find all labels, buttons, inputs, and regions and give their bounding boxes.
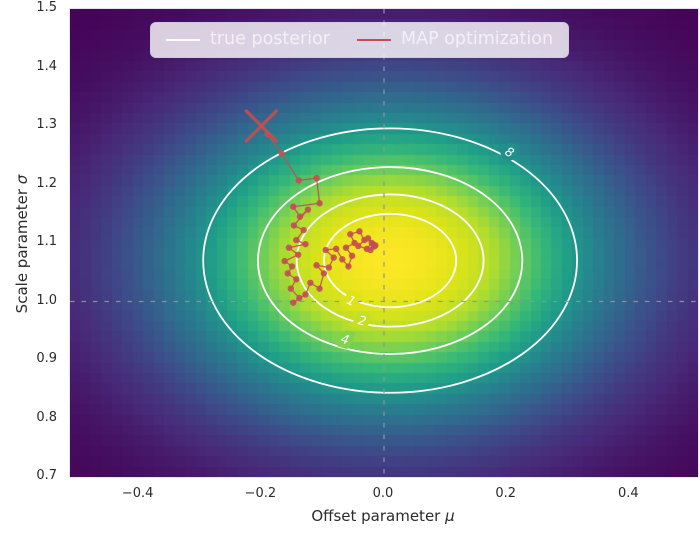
x-tick-label: −0.2 bbox=[244, 486, 277, 501]
map-path-point-25 bbox=[313, 262, 320, 269]
map-path-point-24 bbox=[320, 270, 328, 277]
map-path-line bbox=[260, 125, 376, 304]
map-path-point-17 bbox=[293, 276, 300, 283]
legend-entry-map-optimization: MAP optimization bbox=[357, 29, 554, 49]
y-tick-label: 1.3 bbox=[36, 117, 57, 132]
x-tick-label: 0.0 bbox=[372, 486, 394, 501]
map-path-point-21 bbox=[302, 291, 309, 298]
y-tick-label: 1.4 bbox=[36, 58, 57, 74]
map-path-point-10 bbox=[293, 236, 300, 244]
sigma-symbol: σ bbox=[13, 174, 31, 185]
map-path-point-3 bbox=[313, 174, 320, 182]
y-tick-label: 0.8 bbox=[36, 409, 57, 425]
map-path-point-1 bbox=[278, 150, 285, 157]
x-tick-label: 0.2 bbox=[495, 486, 516, 501]
x-tick-label: −0.4 bbox=[121, 486, 154, 501]
map-path-point-32 bbox=[348, 252, 356, 260]
map-path-point-29 bbox=[332, 245, 340, 253]
map-path-point-8 bbox=[290, 222, 298, 229]
legend-label: MAP optimization bbox=[401, 29, 554, 49]
legend-line-map-optimization-icon bbox=[357, 38, 391, 41]
y-tick-label: 1.2 bbox=[36, 175, 57, 191]
map-path-point-9 bbox=[300, 226, 307, 234]
contour-label-2: 2 bbox=[356, 312, 367, 328]
contour-ellipse-level-4 bbox=[257, 166, 524, 355]
legend-label: true posterior bbox=[210, 29, 330, 49]
contour-ellipse-level-2 bbox=[295, 193, 485, 328]
map-path-point-4 bbox=[316, 200, 323, 207]
map-path-point-19 bbox=[296, 294, 303, 302]
legend: true posterior MAP optimization bbox=[150, 22, 570, 58]
map-path-point-27 bbox=[330, 254, 337, 261]
legend-entry-true-posterior: true posterior bbox=[166, 29, 330, 49]
contour-label-8: 8 bbox=[502, 144, 516, 161]
contour-ellipse-level-8 bbox=[202, 127, 578, 394]
map-start-x-marker bbox=[244, 109, 279, 143]
map-path-point-20 bbox=[290, 299, 297, 306]
map-path-point-6 bbox=[296, 213, 304, 220]
map-path-point-18 bbox=[287, 285, 294, 292]
map-path-point-28 bbox=[322, 246, 329, 254]
contour-ellipse-level-1 bbox=[323, 212, 458, 309]
map-path-point-36 bbox=[356, 228, 363, 235]
contour-label-4: 4 bbox=[339, 331, 351, 348]
y-tick-label: 1.1 bbox=[36, 234, 57, 249]
legend-line-true-posterior-icon bbox=[166, 38, 200, 41]
map-path-point-31 bbox=[345, 263, 352, 270]
map-path-point-33 bbox=[342, 244, 350, 251]
map-path-point-12 bbox=[285, 244, 293, 251]
x-axis-label: Offset parameter μ bbox=[311, 507, 455, 525]
map-path-point-45 bbox=[372, 242, 379, 249]
map-path-point-13 bbox=[294, 251, 302, 258]
map-path-point-7 bbox=[304, 206, 312, 213]
map-path-point-2 bbox=[295, 177, 302, 184]
y-tick-label: 0.9 bbox=[36, 351, 57, 366]
map-path-point-43 bbox=[367, 246, 374, 254]
map-path-point-5 bbox=[290, 203, 297, 210]
y-tick-label: 1.5 bbox=[36, 0, 57, 15]
map-path-point-16 bbox=[284, 270, 291, 277]
map-path-point-11 bbox=[302, 240, 309, 248]
map-path-point-26 bbox=[325, 264, 333, 271]
y-tick-label: 1.0 bbox=[36, 292, 57, 308]
map-path-point-38 bbox=[355, 242, 362, 250]
y-axis-label: Scale parameter σ bbox=[13, 174, 31, 314]
map-path-point-15 bbox=[288, 263, 296, 270]
x-tick-label: 0.4 bbox=[617, 486, 639, 501]
map-path-point-22 bbox=[307, 279, 314, 286]
mu-symbol: μ bbox=[445, 507, 455, 525]
map-path-point-23 bbox=[316, 285, 323, 292]
map-path-point-30 bbox=[339, 256, 346, 263]
map-path-point-35 bbox=[347, 231, 354, 238]
y-tick-label: 0.7 bbox=[36, 468, 57, 483]
map-path-point-41 bbox=[364, 235, 372, 242]
map-path-point-14 bbox=[281, 257, 288, 265]
